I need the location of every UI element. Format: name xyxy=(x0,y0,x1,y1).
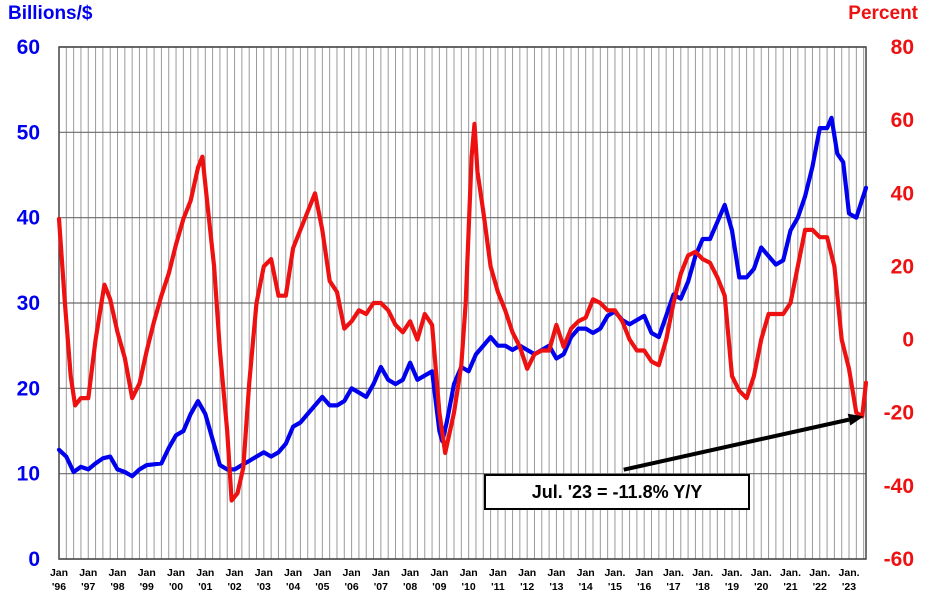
x-tick-label: '11 xyxy=(491,581,505,593)
y-left-tick-label: 0 xyxy=(28,548,40,571)
x-tick-label: Jan xyxy=(313,567,331,579)
x-tick-label: '21 xyxy=(783,581,797,593)
y-right-tick-label: 80 xyxy=(891,36,914,59)
x-tick-label: '03 xyxy=(257,581,271,593)
annotation-box: Jul. '23 = -11.8% Y/Y xyxy=(484,474,750,510)
left-axis-title: Billions/$ xyxy=(8,3,93,24)
x-tick-label: Jan xyxy=(108,567,126,579)
x-tick-label: '05 xyxy=(315,581,329,593)
annotation-arrow-head xyxy=(847,413,864,426)
x-tick-label: '09 xyxy=(432,581,446,593)
x-tick-label: Jan xyxy=(401,567,419,579)
right-axis-title: Percent xyxy=(848,3,918,24)
x-tick-label: Jan. xyxy=(604,567,625,579)
x-tick-label: '06 xyxy=(345,581,359,593)
y-left-tick-label: 40 xyxy=(17,207,40,230)
x-tick-label: '01 xyxy=(198,581,212,593)
series-line-red xyxy=(56,121,869,503)
x-tick-label: '97 xyxy=(81,581,95,593)
x-tick-label: '18 xyxy=(696,581,710,593)
x-tick-label: Jan xyxy=(635,567,653,579)
y-right-tick-label: 0 xyxy=(902,329,914,352)
x-tick-label: '99 xyxy=(140,581,154,593)
x-tick-label: Jan xyxy=(460,567,478,579)
y-right-tick-label: -20 xyxy=(884,402,914,425)
y-right-tick-label: 60 xyxy=(891,109,914,132)
y-right-tick-label: 20 xyxy=(891,255,914,278)
x-tick-label: '98 xyxy=(110,581,124,593)
x-tick-label: Jan. xyxy=(751,567,772,579)
y-left-tick-label: 20 xyxy=(17,377,40,400)
x-tick-label: Jan. xyxy=(721,567,742,579)
x-tick-label: Jan xyxy=(50,567,68,579)
x-tick-label: Jan. xyxy=(809,567,830,579)
x-tick-label: '13 xyxy=(549,581,563,593)
x-tick-label: Jan xyxy=(79,567,97,579)
x-tick-label: Jan xyxy=(226,567,244,579)
plot-border xyxy=(58,46,867,560)
x-tick-label: Jan xyxy=(138,567,156,579)
x-tick-label: '17 xyxy=(666,581,680,593)
x-tick-label: Jan xyxy=(196,567,214,579)
x-tick-label: '04 xyxy=(286,581,300,593)
x-tick-label: Jan xyxy=(489,567,507,579)
x-tick-label: Jan. xyxy=(839,567,860,579)
x-tick-label: Jan xyxy=(284,567,302,579)
y-right-tick-label: 40 xyxy=(891,182,914,205)
x-tick-label: '08 xyxy=(403,581,417,593)
x-tick-label: '10 xyxy=(462,581,476,593)
x-tick-label: '00 xyxy=(169,581,183,593)
x-tick-label: '96 xyxy=(52,581,66,593)
y-left-tick-label: 50 xyxy=(17,121,40,144)
x-tick-label: '12 xyxy=(520,581,534,593)
x-tick-label: Jan xyxy=(430,567,448,579)
x-tick-label: Jan xyxy=(518,567,536,579)
x-tick-label: '07 xyxy=(374,581,388,593)
x-tick-label: Jan. xyxy=(692,567,713,579)
y-right-tick-label: -60 xyxy=(884,548,914,571)
x-tick-label: Jan xyxy=(255,567,273,579)
x-tick-label: Jan. xyxy=(780,567,801,579)
x-tick-label: Jan xyxy=(343,567,361,579)
x-tick-label: '23 xyxy=(842,581,856,593)
annotation-arrow-line xyxy=(623,417,850,472)
x-tick-label: '22 xyxy=(813,581,827,593)
x-tick-label: '20 xyxy=(754,581,768,593)
x-tick-label: Jan xyxy=(577,567,595,579)
x-tick-label: Jan. xyxy=(663,567,684,579)
y-left-tick-label: 60 xyxy=(17,36,40,59)
x-tick-label: Jan xyxy=(547,567,565,579)
x-tick-label: '14 xyxy=(579,581,593,593)
y-left-tick-label: 10 xyxy=(17,463,40,486)
x-tick-label: '16 xyxy=(637,581,651,593)
y-left-tick-label: 30 xyxy=(17,292,40,315)
y-right-tick-label: -40 xyxy=(884,475,914,498)
x-tick-label: '15 xyxy=(608,581,622,593)
x-tick-label: '02 xyxy=(227,581,241,593)
x-tick-label: '19 xyxy=(725,581,739,593)
x-tick-label: Jan xyxy=(372,567,390,579)
x-tick-label: Jan xyxy=(167,567,185,579)
